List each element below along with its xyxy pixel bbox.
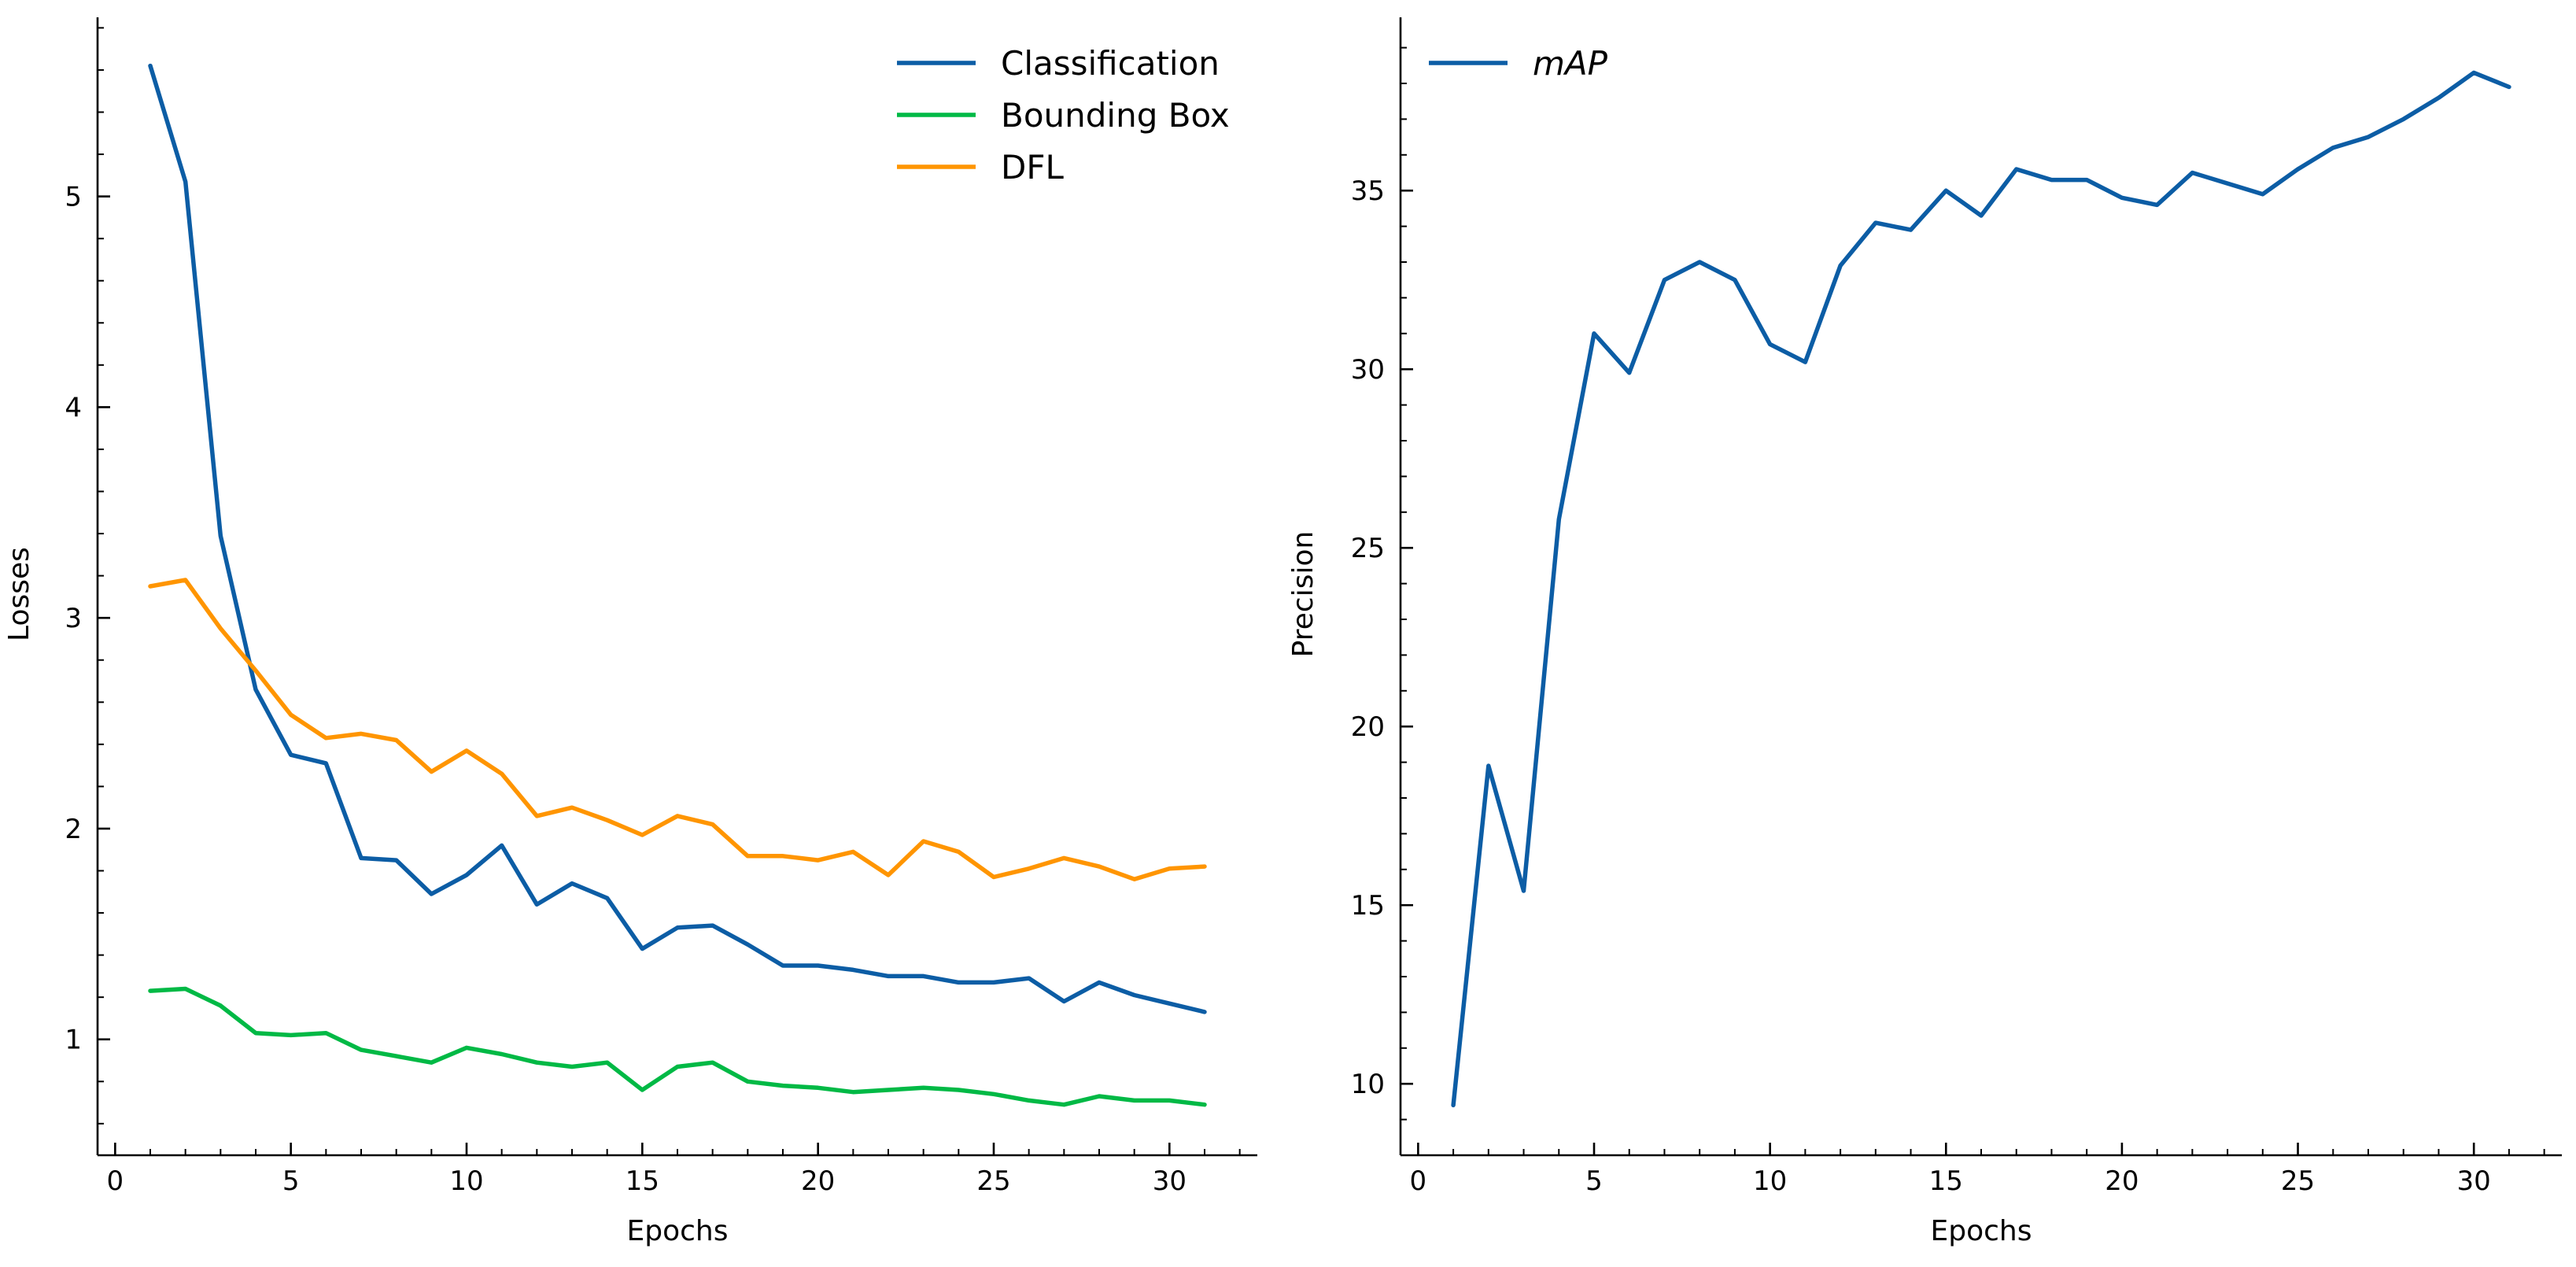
legend-label: Classification [1001,44,1220,83]
precision-chart: 0 5 10 15 20 25 30 10 15 20 25 30 35 Epochs Precision m… [1287,17,2562,1247]
y-axis-label: Precision [1287,531,1319,658]
x-tick-label: 30 [1153,1165,1187,1197]
y-tick-label: 25 [1351,533,1385,564]
x-tick-label: 5 [282,1165,300,1197]
x-tick-label: 25 [2281,1165,2315,1197]
x-tick-label: 20 [801,1165,835,1197]
y-tick-label: 20 [1351,711,1385,743]
legend-label: Bounding Box [1001,96,1230,135]
y-tick-label: 30 [1351,354,1385,386]
y-tick-label: 35 [1351,175,1385,207]
y-tick-label: 15 [1351,890,1385,922]
y-tick-label: 5 [65,182,82,213]
x-tick-label: 20 [2105,1165,2139,1197]
x-tick-label: 25 [976,1165,1010,1197]
y-tick-label: 1 [65,1025,82,1056]
y-tick-label: 3 [65,603,82,634]
y-axis-label: Losses [3,547,35,641]
x-axis-label: Epochs [627,1215,729,1247]
series-line-bounding-box [148,986,1207,1107]
series-line-classification [148,63,1207,1014]
y-tick-label: 10 [1351,1069,1385,1100]
x-tick-label: 10 [449,1165,483,1197]
x-tick-label: 15 [626,1165,659,1197]
y-tick-label: 4 [65,392,82,423]
series-line-map [1451,70,2511,1108]
legend-label: mAP [1533,44,1608,83]
x-tick-label: 0 [107,1165,124,1197]
losses-chart: 0 5 10 15 20 25 30 1 2 3 4 5 Epochs Losses Classificat… [3,17,1257,1247]
legend-label: DFL [1001,148,1064,187]
x-tick-label: 10 [1753,1165,1787,1197]
x-tick-label: 15 [1929,1165,1963,1197]
x-tick-label: 0 [1410,1165,1427,1197]
x-tick-label: 30 [2457,1165,2491,1197]
x-axis-label: Epochs [1931,1215,2032,1247]
series-line-dfl [148,578,1207,881]
y-tick-label: 2 [65,814,82,845]
x-tick-label: 5 [1585,1165,1603,1197]
